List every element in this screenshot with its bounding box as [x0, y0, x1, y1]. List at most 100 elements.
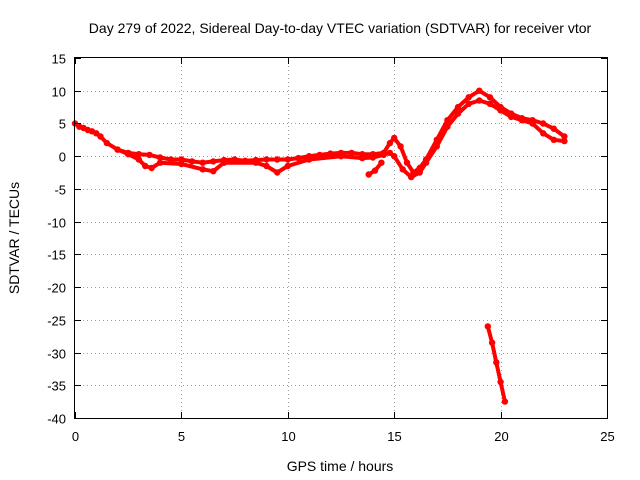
data-point — [199, 166, 206, 173]
data-point — [561, 133, 568, 140]
y-tick-label: 5 — [59, 117, 66, 132]
data-point — [403, 159, 411, 166]
data-point — [476, 97, 483, 104]
data-point — [263, 156, 270, 163]
grid — [75, 58, 607, 418]
data-point — [550, 125, 557, 132]
y-tick-label: -35 — [47, 379, 66, 394]
data-point — [486, 100, 494, 108]
data-point — [508, 113, 515, 121]
data-point — [380, 151, 387, 159]
data-point — [178, 156, 185, 163]
data-point — [263, 162, 270, 170]
data-point — [454, 110, 462, 117]
y-tick-label: -5 — [54, 183, 66, 198]
data-point — [210, 158, 217, 165]
series-line — [115, 98, 567, 180]
data-point — [540, 130, 547, 137]
data-point — [359, 154, 366, 162]
data-point — [125, 151, 132, 158]
data-point — [561, 137, 568, 145]
data-point — [518, 117, 526, 124]
data-point — [284, 156, 291, 163]
data-point — [465, 100, 472, 108]
data-point — [369, 154, 377, 161]
data-point — [465, 94, 472, 101]
y-tick-label: -30 — [47, 347, 66, 362]
data-point — [444, 123, 451, 130]
data-point — [188, 158, 196, 165]
data-point — [156, 154, 164, 161]
data-point — [371, 167, 379, 174]
data-point — [210, 168, 217, 175]
series-trace-short — [365, 159, 385, 178]
data-point — [274, 169, 281, 176]
y-tick-label: 10 — [52, 85, 66, 100]
data-point — [135, 151, 142, 158]
data-point — [156, 159, 164, 166]
series-trace-main — [71, 87, 568, 176]
data-point — [501, 398, 509, 405]
data-point — [488, 339, 496, 346]
x-tick-label: 10 — [281, 429, 295, 444]
chart-title: Day 279 of 2022, Sidereal Day-to-day VTE… — [89, 20, 592, 36]
y-tick-label: -25 — [47, 314, 66, 329]
data-point — [550, 136, 557, 143]
y-tick-label: 15 — [52, 52, 66, 67]
data-point — [114, 146, 121, 153]
x-tick-label: 25 — [600, 429, 614, 444]
data-point — [135, 156, 142, 163]
data-point — [484, 323, 491, 330]
data-point — [433, 143, 440, 150]
data-point — [142, 162, 149, 170]
data-point — [486, 94, 494, 101]
data-point — [422, 159, 430, 166]
x-tick-label: 5 — [178, 429, 185, 444]
series-trace-drop — [484, 323, 509, 405]
data-point — [167, 156, 174, 163]
data-point — [220, 159, 228, 166]
data-point — [305, 156, 313, 163]
y-axis-label: SDTVAR / TECUs — [6, 182, 22, 294]
x-tick-label: 0 — [72, 429, 79, 444]
series-trace-lower — [114, 97, 568, 181]
data-point — [365, 171, 372, 178]
data-point — [103, 139, 111, 147]
data-point — [497, 107, 504, 114]
y-tick-label: -40 — [47, 412, 66, 427]
data-point — [274, 156, 281, 163]
data-point — [476, 87, 483, 94]
plot-frame — [74, 57, 608, 419]
data-point — [378, 159, 385, 166]
data-point — [252, 159, 260, 166]
data-point — [497, 378, 504, 386]
data-point — [348, 149, 355, 157]
data-point — [295, 154, 302, 162]
data-point — [284, 162, 291, 170]
data-point — [399, 166, 406, 173]
data-point — [337, 153, 345, 160]
data-point — [97, 133, 104, 140]
data-point — [416, 169, 423, 176]
x-tick-label: 15 — [387, 429, 401, 444]
data-point — [178, 160, 185, 168]
series-layer — [71, 87, 568, 405]
x-tick-label: 20 — [494, 429, 508, 444]
data-point — [199, 159, 206, 166]
data-point — [391, 153, 398, 160]
data-point — [391, 134, 398, 142]
data-point — [146, 151, 153, 159]
data-point — [540, 120, 547, 127]
x-axis-label: GPS time / hours — [287, 458, 394, 474]
data-point — [493, 359, 500, 366]
y-tick-label: -15 — [47, 248, 66, 263]
data-point — [148, 164, 155, 172]
data-point — [454, 103, 462, 111]
ticks: 0 5 10 15 20 25 15 10 5 0 -5 -10 -15 -20 -25 -30 -35 -40 — [47, 52, 615, 445]
data-point — [529, 120, 536, 127]
y-tick-label: 0 — [59, 150, 66, 165]
data-point — [397, 143, 404, 150]
data-point — [408, 173, 415, 181]
y-tick-label: -20 — [47, 281, 66, 296]
